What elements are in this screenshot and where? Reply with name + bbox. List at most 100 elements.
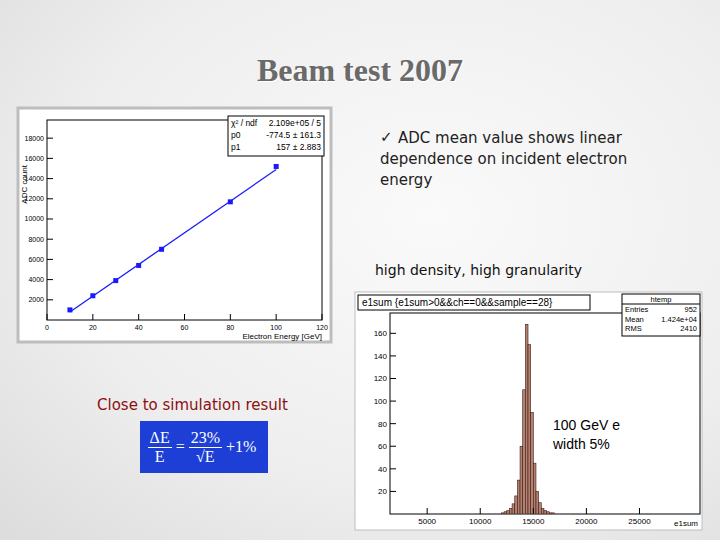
x-tick [184,314,185,320]
data-point [274,164,279,169]
y-tick-label: 16000 [25,155,45,162]
x-tick-label: 60 [181,324,189,331]
histogram-bar [517,480,520,514]
x-tick [586,508,587,514]
y-tick [390,446,396,447]
formula-text: +1% [222,438,260,456]
histogram-bar [504,512,507,514]
histogram-bar [515,496,518,514]
note-text: high density, high granularity [375,262,582,278]
stats-label: Entries [625,305,649,314]
y-tick-label: 18000 [25,135,45,142]
x-tick-label: 20000 [575,517,598,526]
denominator: √E [189,448,222,466]
x-tick-label: 40 [135,324,143,331]
y-tick [390,333,396,334]
x-tick-label: 100 [270,324,282,331]
x-tick-label: 10000 [469,517,492,526]
x-tick [230,314,231,320]
y-tick [47,158,53,159]
formula-text: = [172,438,189,456]
x-tick-label: 0 [45,324,49,331]
x-axis-label: e1sum [674,519,698,528]
fit-line [70,169,276,311]
x-tick [47,314,48,320]
stats-value: 952 [684,305,697,314]
x-tick-label: 20 [89,324,97,331]
y-tick [390,423,396,424]
histogram-bar [536,491,539,514]
stats-label: χ² / ndf [231,118,258,128]
bullet-mark: ✓ [380,128,393,146]
histogram-bar [525,324,528,514]
plot-frame [47,120,322,320]
x-tick-label: 15000 [522,517,545,526]
y-tick-label: 120 [374,374,388,383]
y-tick [390,355,396,356]
annotation: 100 GeV e [553,417,620,433]
plot-frame [390,313,700,514]
stats-value: 2.109e+05 / 5 [269,118,322,128]
denominator: E [148,448,172,466]
x-tick [533,508,534,514]
image-frame [18,108,331,342]
slide-title: Beam test 2007 [0,52,720,89]
formula-box: ΔEE=23%√E+1% [140,421,268,473]
y-tick [47,218,53,219]
fraction: ΔEE [148,429,172,466]
histogram-bar [552,513,555,514]
histogram-bar [523,390,526,514]
y-tick [390,491,396,492]
y-tick-label: 140 [374,352,388,361]
y-tick-label: 10000 [25,215,45,222]
stats-label: Mean [625,315,644,324]
caption-text: Close to simulation result [97,396,288,414]
y-tick-label: 40 [378,465,387,474]
histogram-bar [501,513,504,514]
y-tick [47,239,53,240]
histogram-bar [549,513,552,514]
plot-area [67,164,278,312]
y-tick [390,401,396,402]
stats-label: p1 [231,142,241,152]
numerator: 23% [189,429,222,448]
histogram-bar [547,512,550,514]
histogram-bar [528,345,531,514]
histogram-bar [531,412,534,514]
x-tick-label: 80 [226,324,234,331]
x-tick [427,508,428,514]
y-tick-label: 6000 [28,256,44,263]
x-tick [138,314,139,320]
y-tick-label: 20 [378,487,387,496]
x-tick [276,314,277,320]
x-tick [639,508,640,514]
y-tick-label: 100 [374,397,388,406]
y-tick [390,378,396,379]
y-tick [47,138,53,139]
y-tick-label: 160 [374,329,388,338]
stats-label: p0 [231,130,241,140]
histogram-bar [507,511,510,514]
histogram-bar [544,511,547,514]
histogram-bar [541,508,544,514]
stats-value: 157 ± 2.883 [276,142,321,152]
x-axis-label: Electron Energy [GeV] [242,332,322,341]
y-tick [47,259,53,260]
y-tick-label: 8000 [28,236,44,243]
plot-area [501,324,554,514]
stats-box [622,294,700,336]
stats-value: -774.5 ± 161.3 [266,130,321,140]
y-tick [47,279,53,280]
y-tick [390,468,396,469]
y-tick [47,299,53,300]
histogram-bar [520,446,523,514]
histogram-bar [533,463,536,514]
x-tick-label: 5000 [418,517,436,526]
charts: 0204060801001202000400060008000100001200… [0,0,720,540]
x-tick-label: 120 [316,324,328,331]
y-tick-label: 2000 [28,296,44,303]
title-box [358,295,590,310]
y-axis-label: ADC count [20,164,29,203]
y-tick [47,198,53,199]
histogram-bar [512,504,515,514]
